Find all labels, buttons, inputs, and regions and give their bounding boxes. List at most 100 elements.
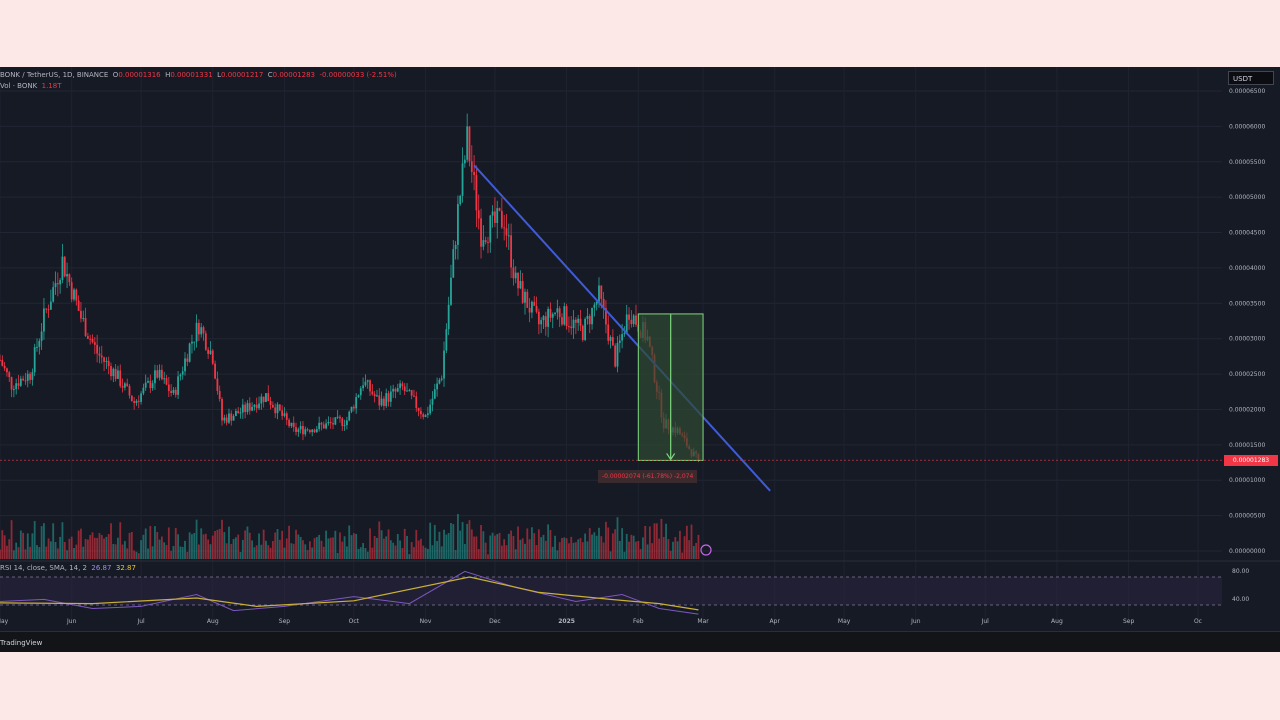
- candle-body: [276, 404, 279, 414]
- candle-body: [378, 395, 381, 406]
- candle-body: [336, 416, 339, 418]
- volume-bar: [366, 551, 369, 559]
- volume-bar: [297, 534, 300, 559]
- volume-bar: [399, 540, 401, 559]
- volume-bar: [600, 536, 603, 559]
- candle-body: [26, 373, 29, 381]
- x-axis-tick-label: Oc: [1194, 618, 1202, 625]
- volume-bar: [68, 538, 71, 559]
- candle-body: [163, 378, 166, 380]
- trendline[interactable]: [473, 164, 771, 492]
- candle-body: [251, 406, 253, 411]
- candle-body: [443, 350, 445, 379]
- candle-body: [117, 370, 119, 379]
- candle-body: [635, 315, 637, 325]
- volume-bar: [110, 523, 112, 559]
- candle-body: [151, 383, 154, 389]
- volume-bar: [119, 522, 122, 559]
- candle-body: [297, 429, 300, 433]
- y-axis-tick-label: 0.00001000: [1229, 477, 1265, 484]
- x-axis-tick-label: May: [838, 618, 851, 625]
- volume-bar: [228, 526, 230, 559]
- y-axis-tick-label: 0.00000000: [1229, 548, 1265, 555]
- volume-bar: [315, 537, 318, 559]
- volume-bar: [628, 541, 630, 559]
- candle-body: [223, 417, 226, 421]
- volume-bar: [517, 526, 519, 559]
- volume-bar: [38, 547, 41, 559]
- volume-bar: [177, 534, 179, 559]
- candle-body: [563, 306, 566, 325]
- rsi-band: [0, 577, 1222, 605]
- candle-body: [558, 308, 561, 318]
- rsi-label[interactable]: RSI 14, close, SMA, 14, 2: [0, 564, 87, 572]
- alert-icon[interactable]: [700, 544, 712, 556]
- candle-body: [137, 400, 140, 402]
- candle-body: [519, 281, 522, 289]
- candle-body: [255, 404, 258, 409]
- volume-bar: [512, 535, 515, 559]
- volume-bar: [352, 533, 355, 559]
- candle-body: [609, 337, 612, 341]
- candle-body: [339, 416, 341, 419]
- candle-body: [15, 383, 18, 390]
- candle-body: [498, 208, 501, 211]
- x-axis-tick-label: Jun: [66, 618, 77, 625]
- volume-bar: [285, 538, 288, 559]
- volume-bar: [299, 536, 302, 559]
- symbol-name[interactable]: BONK / TetherUS, 1D, BINANCE: [0, 71, 109, 79]
- volume-bar: [6, 545, 8, 559]
- volume-label[interactable]: Vol · BONK: [0, 82, 38, 90]
- volume-bar: [623, 551, 626, 559]
- volume-bar: [526, 528, 529, 559]
- volume-bar: [466, 523, 469, 559]
- candle-body: [75, 289, 78, 301]
- volume-bar: [556, 550, 559, 559]
- candle-body: [89, 338, 92, 340]
- volume-bar: [214, 530, 216, 559]
- volume-bar: [237, 534, 240, 559]
- volume-bar: [688, 540, 691, 559]
- volume-bar: [625, 533, 628, 559]
- volume-bar: [302, 540, 304, 559]
- volume-bar: [644, 525, 647, 559]
- volume-bar: [253, 547, 256, 559]
- volume-bar: [121, 544, 124, 559]
- volume-bar: [621, 528, 624, 559]
- candle-body: [535, 305, 538, 312]
- candle-body: [577, 318, 580, 323]
- candle-body: [204, 333, 207, 350]
- volume-bar: [343, 536, 346, 559]
- candle-body: [31, 372, 34, 380]
- volume-bar: [632, 535, 635, 559]
- candle-body: [181, 371, 184, 375]
- price-chart[interactable]: 0.00006500 0.00006000 0.00005500 0.00005000…: [0, 67, 1280, 652]
- candle-body: [0, 359, 1, 361]
- currency-selector[interactable]: USDT: [1228, 71, 1274, 85]
- candle-body: [160, 369, 163, 380]
- candle-body: [98, 353, 101, 356]
- candle-body: [230, 413, 233, 421]
- volume-bar: [660, 518, 663, 559]
- candle-body: [568, 326, 570, 328]
- tradingview-logo[interactable]: TradingView: [0, 639, 43, 647]
- volume-bar: [341, 541, 344, 559]
- volume-bar: [447, 533, 450, 559]
- volume-bar: [357, 548, 360, 559]
- volume-bar: [482, 531, 485, 559]
- volume-bar: [558, 542, 561, 559]
- volume-bar: [510, 530, 513, 559]
- volume-bar: [401, 547, 404, 559]
- x-axis-tick-label: Jul: [136, 618, 145, 625]
- change-value: -0.00000033 (-2.51%): [319, 71, 397, 79]
- volume-bar: [584, 533, 587, 559]
- volume-bar: [295, 529, 297, 559]
- candle-body: [191, 341, 193, 344]
- candle-body: [36, 346, 38, 348]
- volume-bar: [551, 546, 554, 559]
- volume-bar: [457, 514, 459, 559]
- candle-body: [47, 309, 50, 311]
- candle-body: [401, 383, 404, 387]
- candle-body: [355, 397, 358, 409]
- candle-body: [318, 422, 321, 430]
